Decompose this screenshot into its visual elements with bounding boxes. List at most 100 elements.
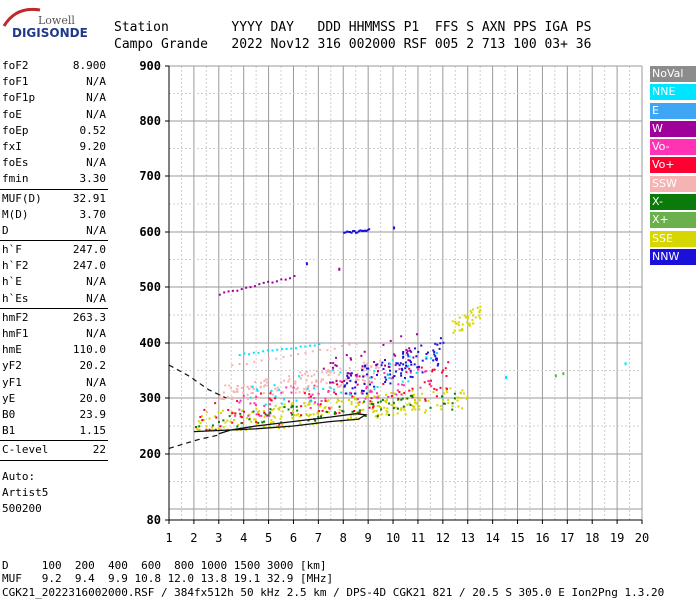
echo-point-vo	[428, 380, 431, 383]
echo-point-nnw	[400, 372, 403, 375]
echo-point-x	[342, 410, 345, 413]
trace-point-ssw	[260, 359, 263, 362]
echo-point-ssw	[289, 384, 292, 387]
echo-point-ssw	[320, 380, 323, 383]
echo-point-x	[392, 407, 395, 410]
y-tick-label: 200	[139, 447, 161, 461]
echo-point-sse	[361, 401, 364, 404]
echo-point-nnw	[375, 373, 378, 376]
echo-point-sse	[278, 427, 281, 430]
param-row: hmF1 N/A	[0, 326, 108, 342]
echo-point-ssw	[325, 371, 328, 374]
echo-point-ssw	[325, 382, 328, 385]
echo-point-ssw	[333, 381, 336, 384]
echo-point-nnw	[436, 343, 439, 346]
trace-point-w	[240, 288, 243, 291]
echo-point-ssw	[326, 370, 329, 373]
param-row: foF2 8.900	[0, 58, 108, 74]
legend-item-nnw: NNW	[650, 248, 696, 265]
echo-point-vo	[375, 392, 378, 395]
trace-point-ssw	[348, 343, 351, 346]
echo-point-vo	[321, 409, 324, 412]
echo-point-w	[332, 362, 335, 365]
echo-point-sse	[282, 406, 285, 409]
echo-point-w	[361, 365, 364, 368]
echo-point-w	[412, 356, 415, 359]
echo-point-sse	[400, 407, 403, 410]
echo-point-sse	[255, 423, 258, 426]
x-tick-label: 18	[585, 531, 599, 545]
trace-point-nne	[276, 348, 279, 351]
trace-point-nnw	[343, 231, 346, 234]
param-row: D N/A	[0, 223, 108, 239]
echo-point-sse	[385, 398, 388, 401]
echo-point-sse	[470, 311, 473, 314]
param-row: hmE 110.0	[0, 342, 108, 358]
plot-data	[168, 226, 627, 449]
echo-point-sse	[471, 319, 474, 322]
echo-point-vo	[424, 370, 427, 373]
echo-point-sse	[446, 391, 449, 394]
echo-point-vo	[447, 361, 450, 364]
echo-point-sse	[240, 409, 243, 412]
echo-point-sse	[372, 411, 375, 414]
echo-point-sse	[283, 403, 286, 406]
echo-point-vo	[269, 392, 272, 395]
echo-point-x	[410, 394, 413, 397]
echo-point-vo	[239, 415, 242, 418]
echo-point-ssw	[361, 374, 364, 377]
profile-curve-solid	[193, 413, 368, 435]
legend-item-ssw: SSW	[650, 175, 696, 192]
echo-point-vo	[308, 396, 311, 399]
echo-point-ssw	[264, 378, 267, 381]
x-tick-label: 19	[610, 531, 624, 545]
echo-point-nnw	[400, 367, 403, 370]
echo-point-vo	[247, 414, 250, 417]
echo-point-x	[376, 415, 379, 418]
echo-point-vo	[402, 384, 405, 387]
echo-point-sse	[297, 413, 300, 416]
echo-point-vo	[335, 412, 338, 415]
echo-point-sse	[298, 415, 301, 418]
echo-point-sse	[246, 416, 249, 419]
echo-point-nnw	[389, 382, 392, 385]
plot-grid	[168, 65, 643, 520]
x-tick-label: 15	[510, 531, 524, 545]
echo-point-sse	[305, 413, 308, 416]
echo-point-ssw	[288, 378, 291, 381]
echo-point-nne	[306, 387, 309, 390]
echo-point-sse	[335, 401, 338, 404]
echo-point-ssw	[364, 366, 367, 369]
x-tick-label: 17	[560, 531, 574, 545]
echo-point-sse	[356, 401, 359, 404]
echo-point-sse	[274, 404, 277, 407]
echo-point-sse	[307, 403, 310, 406]
echo-point-ssw	[338, 385, 341, 388]
echo-point-sse	[340, 420, 343, 423]
echo-point-sse	[219, 412, 222, 415]
trace-point-nnw	[352, 230, 355, 233]
echo-point-w	[329, 381, 332, 384]
echo-point-w	[349, 372, 352, 375]
digisonde-logo	[2, 7, 41, 27]
echo-point-sse	[373, 409, 376, 412]
echo-point-vo	[411, 387, 414, 390]
echo-point-x	[380, 408, 383, 411]
echo-point-w	[410, 350, 413, 353]
isolated-point-nnw	[305, 262, 308, 266]
echo-point-vo	[313, 397, 316, 400]
trace-point-ssw	[275, 357, 278, 360]
echo-point-nnw	[384, 376, 387, 379]
echo-point-sse	[465, 397, 468, 400]
echo-point-vo	[364, 397, 367, 400]
echo-point-vo	[375, 396, 378, 399]
echo-point-ssw	[230, 387, 233, 390]
trace-point-nne	[248, 353, 251, 356]
echo-point-sse	[313, 402, 316, 405]
echo-point-sse	[474, 316, 477, 319]
echo-point-vo	[268, 412, 271, 415]
echo-point-sse	[202, 419, 205, 422]
echo-point-sse	[412, 406, 415, 409]
echo-point-sse	[404, 413, 407, 416]
param-value: 9.20	[79, 139, 107, 153]
